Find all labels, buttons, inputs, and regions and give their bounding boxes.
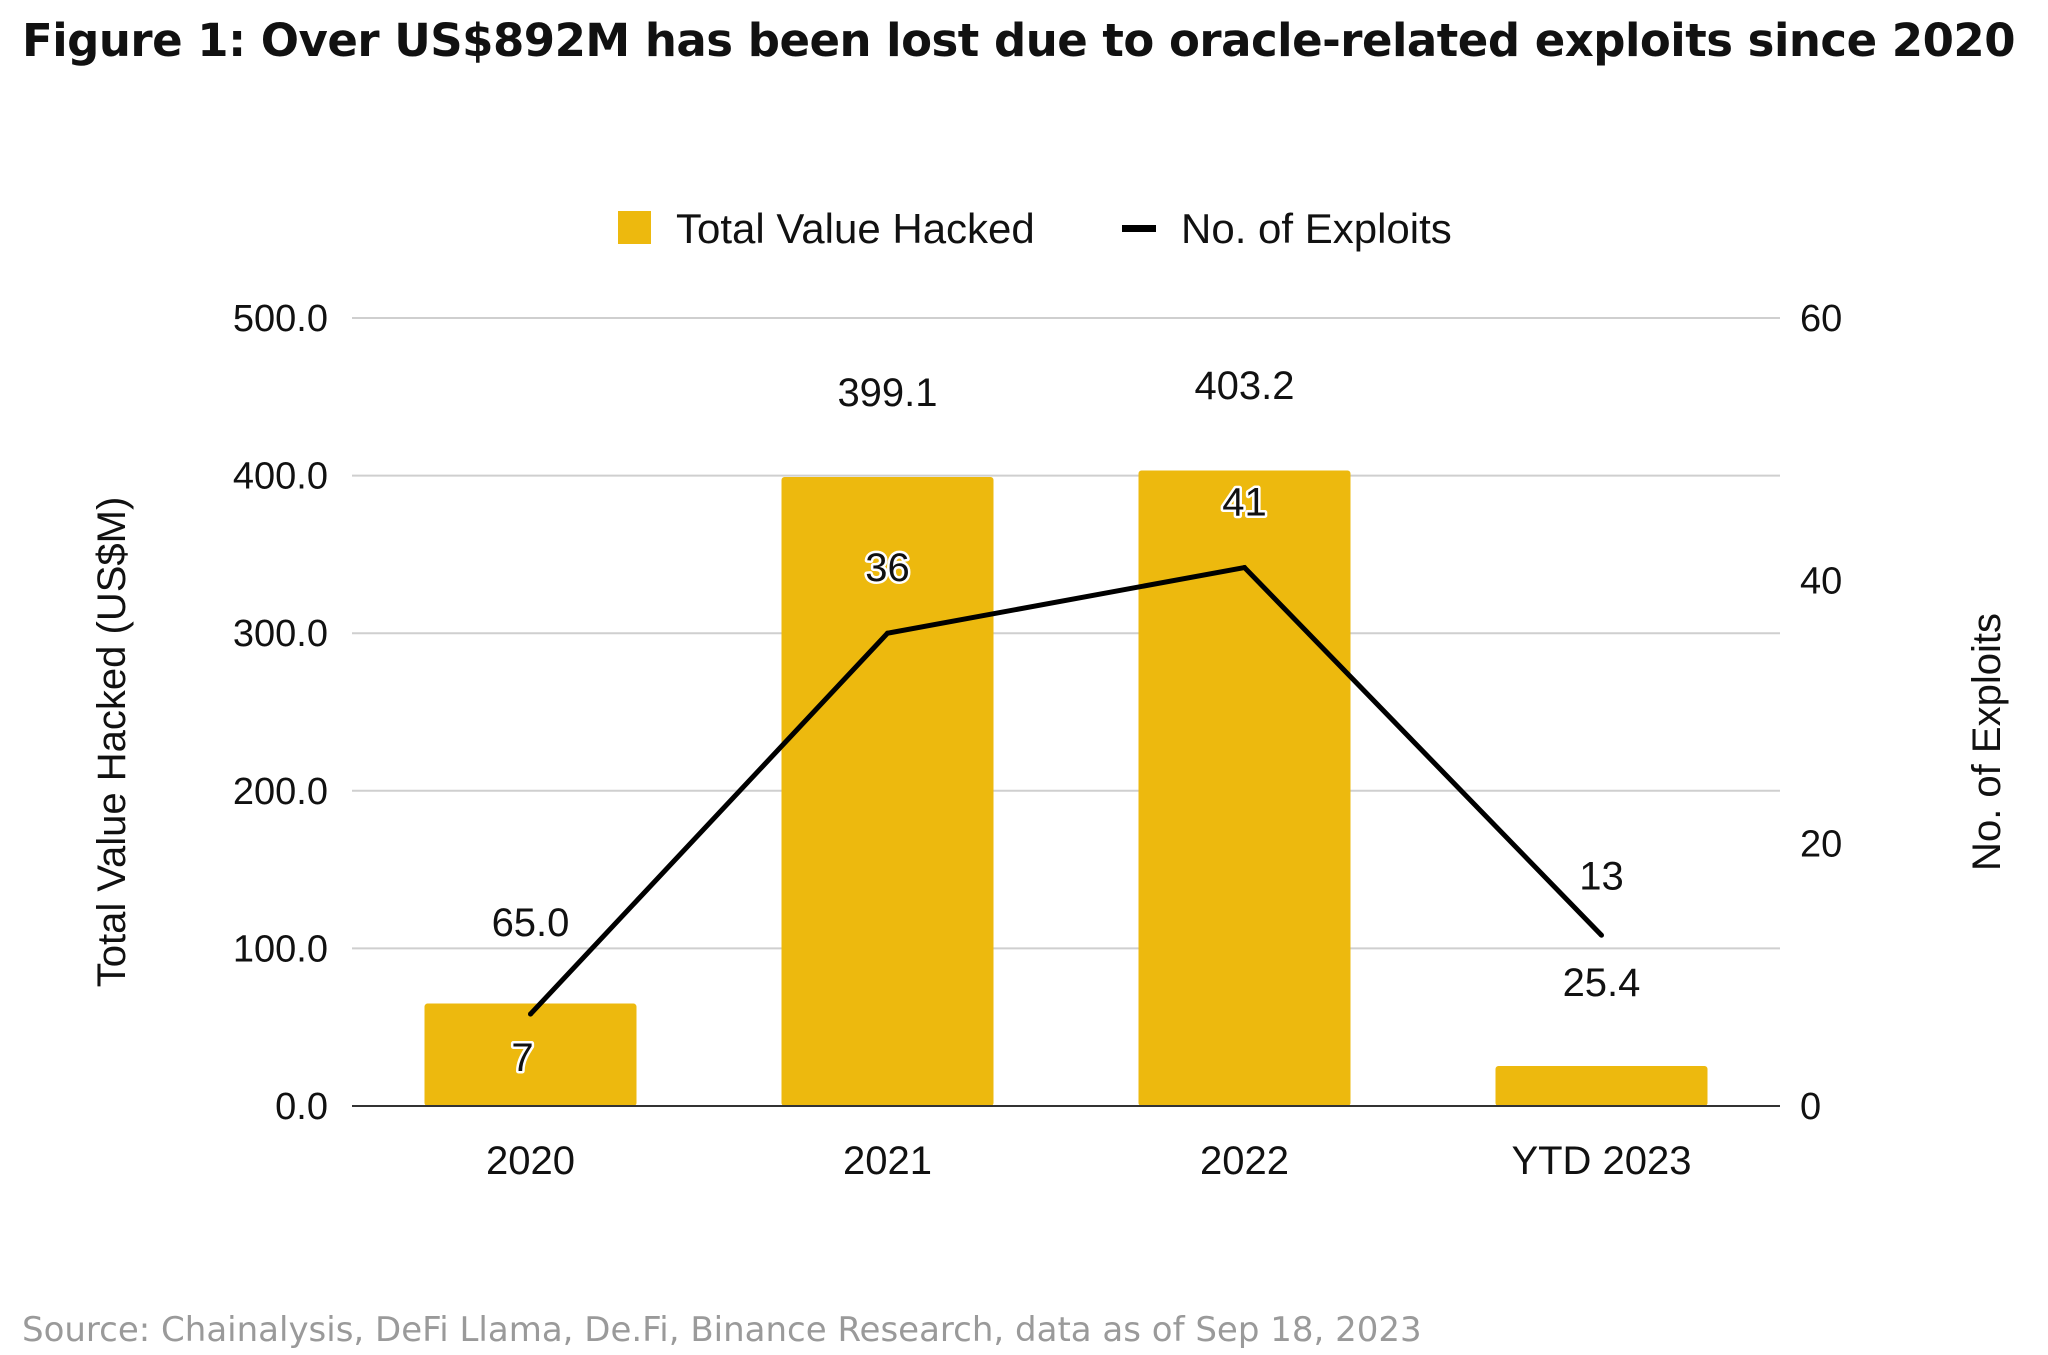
legend-swatch-no-of-exploits: [1122, 225, 1156, 232]
legend: Total Value Hacked No. of Exploits: [618, 205, 1452, 252]
line-series: [528, 564, 1604, 1017]
y-right-axis-title: No. of Exploits: [1965, 613, 2009, 871]
figure-title: Figure 1: Over US$892M has been lost due…: [22, 14, 2016, 67]
bar-value-label: 65.0: [492, 901, 570, 945]
bar-2020: [424, 1003, 637, 1106]
y-left-tick-label: 200.0: [233, 771, 328, 813]
line-value-label: 13: [1579, 854, 1624, 898]
gridlines: [352, 317, 1780, 950]
bar-2022: [1138, 470, 1351, 1107]
source-note: Source: Chainalysis, DeFi Llama, De.Fi, …: [22, 1310, 1422, 1350]
line-value-label: 7: [511, 1036, 533, 1080]
legend-label-no-of-exploits: No. of Exploits: [1181, 205, 1452, 252]
y-left-tick-label: 500.0: [233, 298, 328, 340]
x-tick-label: 2020: [486, 1139, 575, 1183]
bar-ytd-2023: [1495, 1065, 1708, 1106]
data-labels: 65.0 399.1 403.2 25.4 7 36 41 13: [492, 364, 1641, 1083]
line-value-label: 41: [1222, 481, 1267, 525]
combo-chart: Total Value Hacked No. of Exploits 65.0 3…: [90, 205, 2009, 1183]
axes: 0.0 100.0 200.0 300.0 400.0 500.0 0 20 40 60 2020 2…: [233, 298, 1842, 1183]
bar-value-label: 399.1: [837, 371, 937, 415]
y-right-tick-label: 0: [1800, 1086, 1821, 1128]
y-right-tick-label: 40: [1800, 561, 1842, 603]
y-left-tick-label: 300.0: [233, 613, 328, 655]
y-left-axis-title: Total Value Hacked (US$M): [90, 497, 134, 988]
y-left-tick-label: 0.0: [275, 1086, 328, 1128]
line-value-label: 36: [865, 546, 910, 590]
line-no-of-exploits: [528, 564, 1604, 1016]
y-left-tick-label: 100.0: [233, 928, 328, 970]
x-tick-label: YTD 2023: [1511, 1139, 1691, 1183]
line-point: [528, 1011, 533, 1017]
line-point: [1242, 565, 1247, 571]
line-point: [885, 630, 890, 636]
y-right-tick-label: 60: [1800, 298, 1842, 340]
line-point: [1599, 932, 1604, 938]
legend-label-total-value-hacked: Total Value Hacked: [676, 205, 1035, 252]
y-right-tick-label: 20: [1800, 823, 1842, 865]
y-left-tick-label: 400.0: [233, 456, 328, 498]
legend-swatch-total-value-hacked: [618, 211, 651, 244]
bar-value-label: 403.2: [1194, 364, 1294, 408]
x-tick-label: 2022: [1200, 1139, 1289, 1183]
bar-2021: [781, 477, 994, 1106]
bars: [424, 470, 1708, 1107]
bar-value-label: 25.4: [1563, 961, 1641, 1005]
x-tick-label: 2021: [843, 1139, 932, 1183]
